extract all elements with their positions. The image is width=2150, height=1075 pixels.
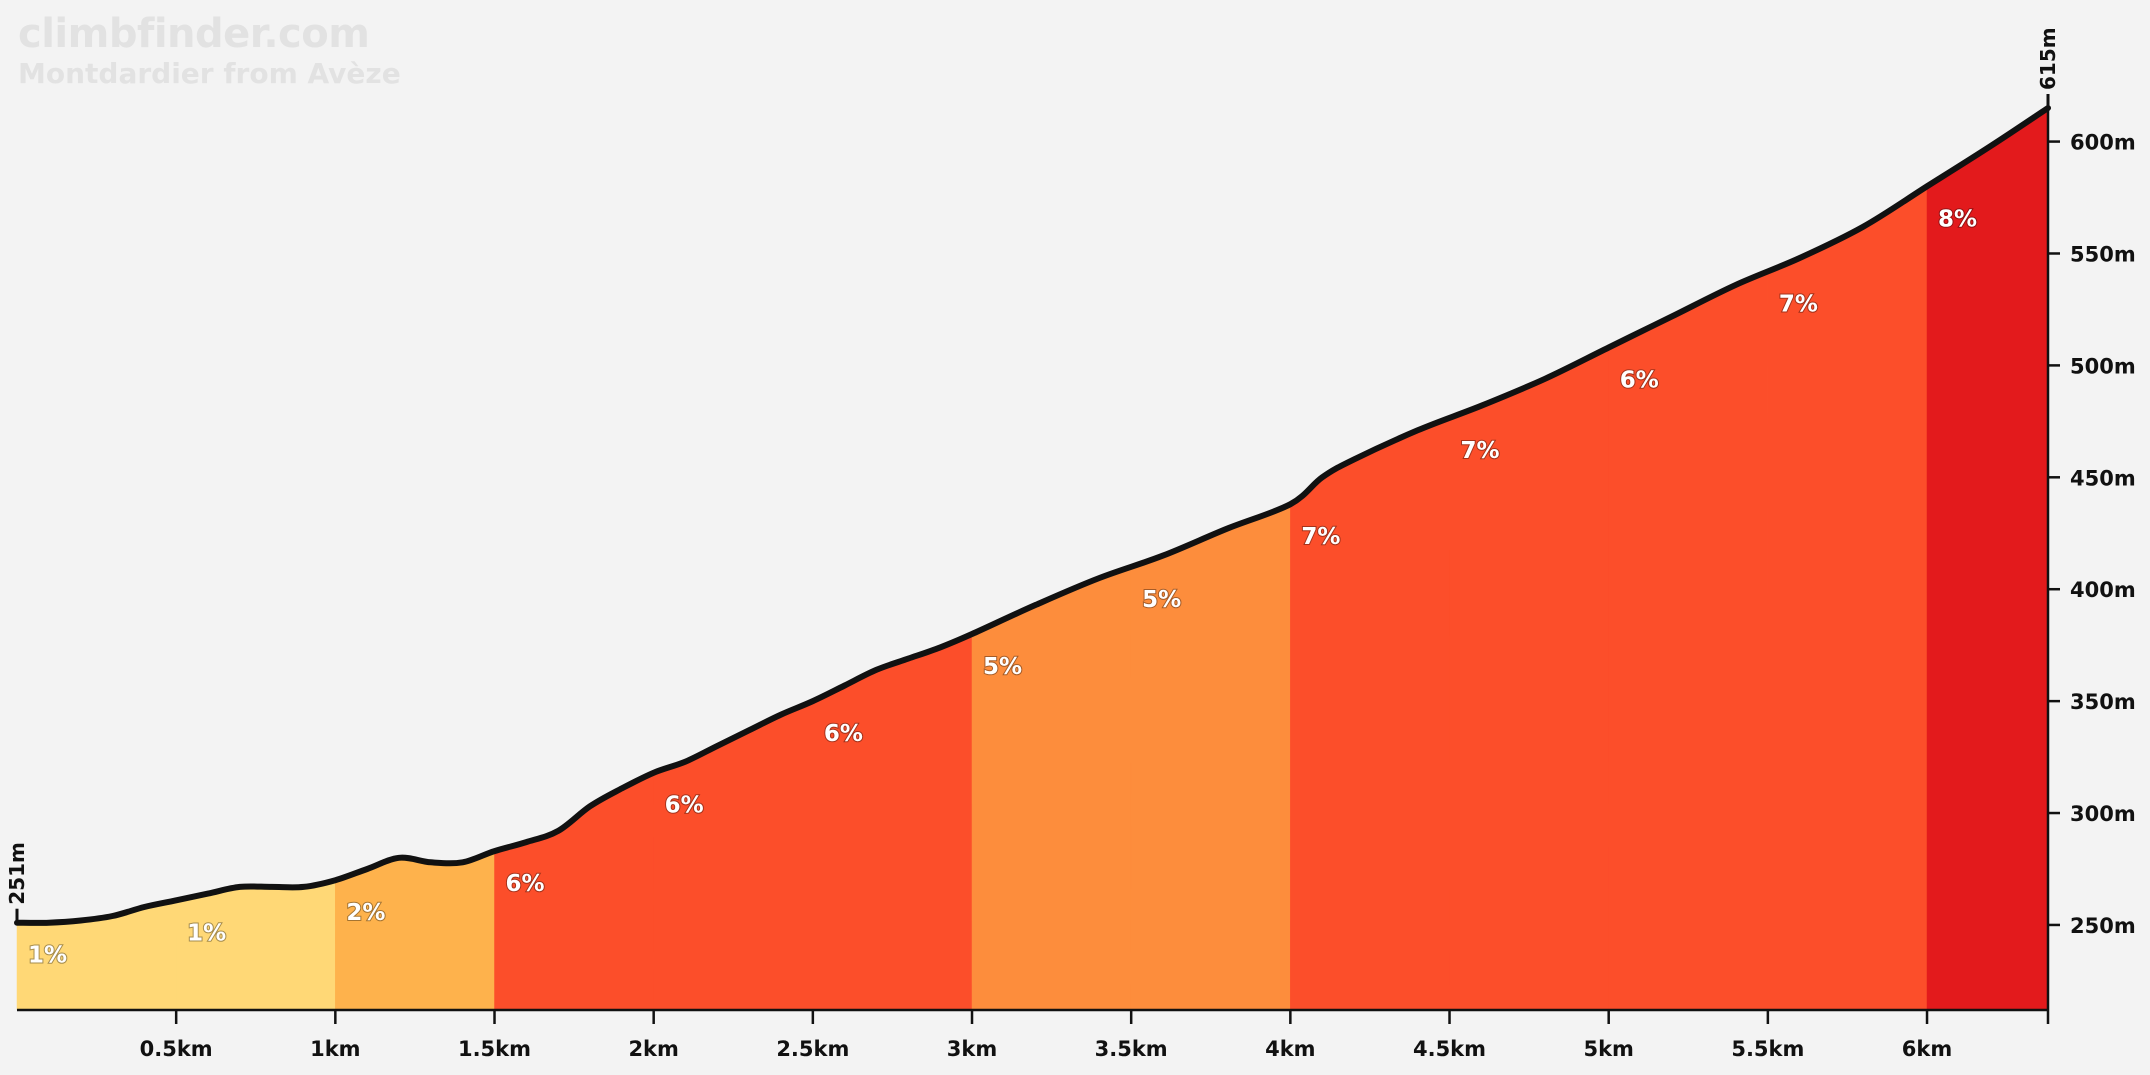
segment-area-7 [971,566,1132,1011]
x-tick-label-5: 2.5km [776,1037,849,1061]
y-tick-label-8: 600m [2070,131,2136,155]
grade-label-1: 1% [28,943,67,969]
grade-label-4: 6% [506,871,545,897]
grade-label-9: 7% [1301,524,1340,550]
grade-label-8: 5% [1142,587,1181,613]
elevation-line [14,105,2051,926]
x-tick-label-2: 1km [310,1037,360,1061]
y-tick-label-6: 500m [2070,354,2136,378]
segment-area-13 [1926,107,2049,1011]
grade-label-6: 6% [824,721,863,747]
grade-label-11: 6% [1620,367,1659,393]
x-tick-label-11: 5.5km [1731,1037,1804,1061]
grade-label-5: 6% [665,793,704,819]
x-tick-label-10: 5km [1583,1037,1633,1061]
y-tick-label-7: 550m [2070,242,2136,266]
x-tick-label-8: 4km [1265,1037,1315,1061]
grade-label-3: 2% [346,900,385,926]
end-elevation-label: 615m [2036,27,2060,90]
segment-area-5 [653,700,814,1011]
y-tick-label-2: 300m [2070,802,2136,826]
grade-label-7: 5% [983,654,1022,680]
x-tick-label-12: 6km [1902,1037,1952,1061]
y-tick-label-5: 450m [2070,466,2136,490]
grade-label-13: 8% [1938,206,1977,232]
x-tick-label-6: 3km [947,1037,997,1061]
segment-areas [16,107,2049,1011]
axes: 0.5km 1km 1.5km 2km 2.5km 3km 3.5km 4km 4.5km 5km… [5,27,2136,1061]
start-elevation-label: 251m [5,842,29,905]
y-tick-label-3: 350m [2070,690,2136,714]
y-tick-label-1: 250m [2070,914,2136,938]
grade-label-12: 7% [1779,291,1818,317]
site-name: climbfinder.com [18,11,370,57]
climb-title: Montdardier from Avèze [18,57,401,90]
x-tick-label-4: 2km [628,1037,678,1061]
grade-labels: 1% 1% 2% 6% 6% 6% 5% 5% 7% 7% 6% 7% 8% [27,205,1978,969]
x-tick-label-1: 0.5km [140,1037,213,1061]
x-tick-label-9: 4.5km [1413,1037,1486,1061]
grade-label-10: 7% [1461,438,1500,464]
y-tick-label-4: 400m [2070,578,2136,602]
segment-area-9 [1290,417,1450,1011]
segment-area-8 [1130,503,1291,1011]
grade-label-2: 1% [187,920,226,946]
x-tick-label-7: 3.5km [1095,1037,1168,1061]
profile-line-group [14,105,2051,926]
brand-watermark: climbfinder.com Montdardier from Avèze [18,14,401,88]
x-tick-label-3: 1.5km [458,1037,531,1061]
